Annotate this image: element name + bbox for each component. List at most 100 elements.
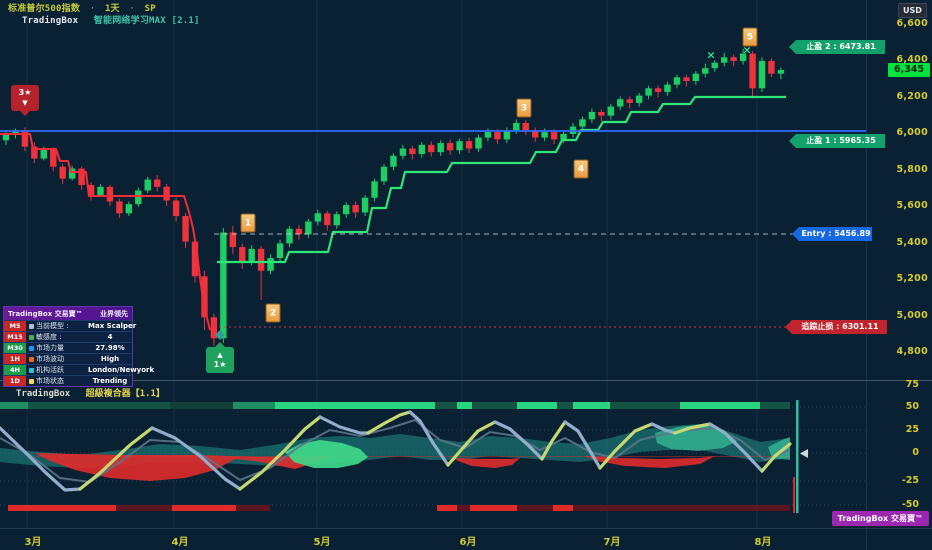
candle <box>692 73 700 81</box>
bearish-blob <box>35 453 330 481</box>
timeframe-badge: 1D <box>4 376 26 386</box>
watermark-badge: TradingBox 交易寶™ <box>831 511 929 526</box>
exit-x-icon: × <box>742 43 752 57</box>
info-row-label: 敏感度 : <box>36 333 62 341</box>
bearish-blob <box>455 458 520 468</box>
entry-number-marker-4: 4 <box>573 159 589 179</box>
price-axis-separator <box>866 0 867 550</box>
down-arrow-icon: ▼ <box>22 99 28 107</box>
candle <box>399 148 407 156</box>
candle <box>645 88 652 96</box>
price-tick-label: 4,800 <box>896 346 928 357</box>
oscillator-tick-label: 0 <box>912 447 919 458</box>
candle <box>522 122 529 131</box>
time-axis-separator <box>0 528 932 529</box>
candle <box>276 243 284 259</box>
candle <box>550 132 558 140</box>
momentum-strip-segment <box>457 402 472 409</box>
oscillator-main-line <box>408 410 450 467</box>
month-label: 5月 <box>313 537 331 548</box>
candle <box>31 146 38 159</box>
candle <box>702 68 709 74</box>
take-profit-1-flag: 止盈 1 : 5965.35 <box>789 134 885 148</box>
oscillator-main-line <box>0 426 82 492</box>
indicator-name[interactable]: 智能网络学习MAX [2.1] <box>93 16 200 26</box>
candle <box>673 77 681 85</box>
trailing-stop-flag: 追踪止损 : 6301.11 <box>785 320 887 334</box>
candle <box>40 149 47 159</box>
candle <box>135 190 142 205</box>
momentum-strip-segment <box>435 402 457 409</box>
entry-number-marker-3: 3 <box>516 98 532 118</box>
oscillator-name[interactable]: 超級複合器【1.1】 <box>85 389 165 399</box>
sell-signal-strength: 3★ <box>18 88 32 97</box>
candle <box>97 186 104 196</box>
candle <box>428 144 435 153</box>
candle <box>12 130 19 135</box>
price-tick-label: 6,400 <box>896 54 928 65</box>
candle <box>683 77 690 81</box>
candle <box>154 179 161 187</box>
candle <box>295 228 303 235</box>
price-tick-label: 6,600 <box>896 17 928 29</box>
oscillator-scale[interactable]: 75 50 25 0 -25 -50 <box>862 379 932 530</box>
info-row: M15 敏感度 : 4 <box>4 331 132 342</box>
entry-flag: Entry : 5456.89 <box>792 227 872 241</box>
panel-separator[interactable] <box>0 380 932 381</box>
info-row-value: High <box>100 355 120 363</box>
candle <box>333 214 340 226</box>
short-stop-line <box>0 133 211 331</box>
candle <box>305 221 312 235</box>
chart-legend: 标准普尔500指数 · 1天 · SP TradingBox 智能网络学习MAX… <box>8 3 200 27</box>
bullish-blob <box>768 437 790 460</box>
candle <box>475 137 482 149</box>
candle <box>314 213 322 222</box>
info-row-label: 市场力量 <box>36 344 64 352</box>
model-icon <box>29 323 34 329</box>
candle <box>343 205 350 215</box>
symbol-name[interactable]: 标准普尔500指数 <box>8 4 81 14</box>
candle <box>324 213 331 226</box>
price-tick-label: 5,200 <box>896 273 928 284</box>
momentum-strip-segment <box>680 402 760 409</box>
info-row-label: 机构活跃 <box>36 366 64 374</box>
candle <box>144 179 151 191</box>
exchange-label[interactable]: SP <box>144 4 156 14</box>
oscillator-main-line <box>446 420 497 467</box>
status-icon <box>29 378 34 384</box>
oscillator-main-line <box>563 420 602 470</box>
price-tick-label: 5,600 <box>896 200 928 211</box>
price-tick-label: 5,800 <box>896 163 928 175</box>
candle <box>607 106 614 116</box>
oscillator-main-line <box>540 420 567 461</box>
momentum-strip-segment <box>0 402 28 409</box>
candle <box>371 181 378 198</box>
pressure-strip-segment <box>470 505 517 511</box>
session-icon <box>29 367 34 373</box>
price-scale[interactable]: USD 6,345 6,600 6,400 6,200 6,000 5,800 5,600… <box>862 0 932 380</box>
momentum-strip-segment <box>760 402 790 409</box>
candle <box>248 248 255 262</box>
currency-toggle[interactable]: USD <box>898 3 927 18</box>
pressure-strip-segment <box>517 505 553 511</box>
timeframe-badge: 1H <box>4 354 26 364</box>
indicator-brand[interactable]: TradingBox <box>22 16 79 26</box>
oscillator-main-line <box>150 426 242 491</box>
candle <box>777 70 785 74</box>
oscillator-main-line <box>673 422 712 435</box>
candle <box>494 132 501 140</box>
interval-label[interactable]: 1天 <box>104 4 120 14</box>
pressure-strip-segment <box>172 505 236 511</box>
current-price-badge: 6,345 <box>888 63 930 77</box>
candle <box>626 99 633 103</box>
oscillator-tick-label: 50 <box>905 401 919 412</box>
candle <box>352 205 359 213</box>
oscillator-brand[interactable]: TradingBox <box>16 389 71 399</box>
time-scale[interactable]: 3月 4月 5月 6月 7月 8月 <box>0 529 932 550</box>
candle <box>2 134 10 141</box>
oscillator-main-line <box>318 415 370 435</box>
oscillator-tick-label: 25 <box>905 424 919 435</box>
oscillator-tick-label: -50 <box>901 499 919 510</box>
